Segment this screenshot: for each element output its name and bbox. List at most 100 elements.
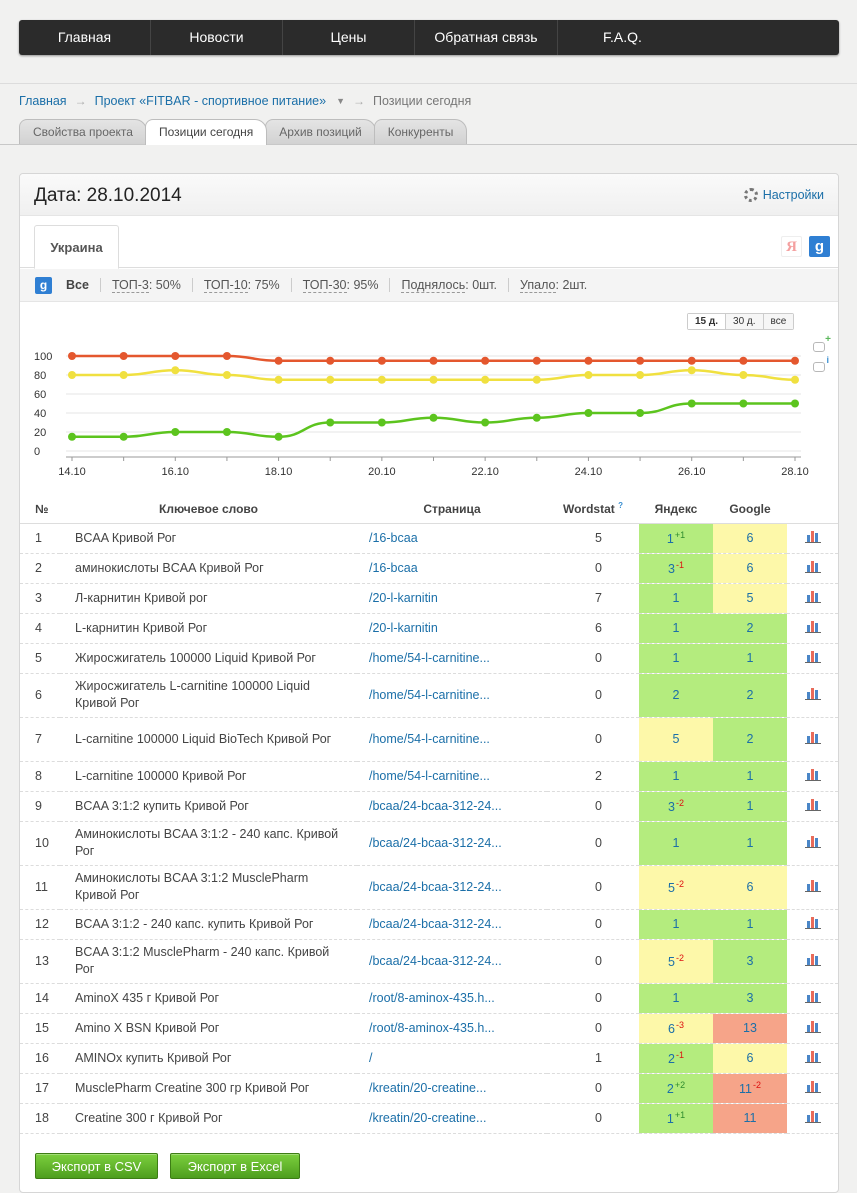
row-yandex-position[interactable]: 1 — [639, 909, 713, 940]
tab-project-properties[interactable]: Свойства проекта — [19, 119, 147, 144]
row-chart-button[interactable] — [787, 791, 838, 822]
row-google-position[interactable]: 13 — [713, 1013, 787, 1044]
row-google-position[interactable]: 11-2 — [713, 1073, 787, 1104]
comment-info-icon[interactable] — [813, 355, 829, 372]
row-google-position[interactable]: 1 — [713, 821, 787, 866]
tab-positions-today[interactable]: Позиции сегодня — [144, 119, 268, 145]
row-page-link[interactable]: /home/54-l-carnitine... — [369, 651, 490, 665]
row-google-position[interactable]: 3 — [713, 983, 787, 1014]
row-chart-button[interactable] — [787, 523, 838, 554]
row-yandex-position[interactable]: 1+1 — [639, 523, 713, 554]
help-icon[interactable]: ? — [618, 501, 623, 511]
row-page-link[interactable]: /20-l-karnitin — [369, 621, 438, 635]
row-yandex-position[interactable]: 2-1 — [639, 1043, 713, 1074]
period-30-days[interactable]: 30 д. — [726, 314, 764, 329]
row-chart-button[interactable] — [787, 1103, 838, 1134]
nav-news[interactable]: Новости — [151, 20, 283, 55]
row-yandex-position[interactable]: 1 — [639, 643, 713, 674]
row-yandex-position[interactable]: 5 — [639, 717, 713, 762]
row-page-link[interactable]: /bcaa/24-bcaa-312-24... — [369, 880, 502, 894]
breadcrumb-project-link[interactable]: Проект «FITBAR - спортивное питание» — [94, 94, 327, 108]
row-page-link[interactable]: /root/8-aminox-435.h... — [369, 1021, 495, 1035]
row-google-position[interactable]: 1 — [713, 909, 787, 940]
row-google-position[interactable]: 6 — [713, 553, 787, 584]
row-google-position[interactable]: 3 — [713, 939, 787, 984]
row-yandex-position[interactable]: 1 — [639, 761, 713, 792]
stat-up[interactable]: Поднялось: 0шт. — [390, 278, 509, 293]
stat-top3[interactable]: ТОП-3: 50% — [101, 278, 193, 293]
row-page-link[interactable]: /20-l-karnitin — [369, 591, 438, 605]
row-google-position[interactable]: 1 — [713, 761, 787, 792]
row-chart-button[interactable] — [787, 673, 838, 718]
row-chart-button[interactable] — [787, 761, 838, 792]
row-google-position[interactable]: 2 — [713, 673, 787, 718]
chevron-down-icon[interactable]: ▼ — [336, 96, 346, 106]
row-page-link[interactable]: / — [369, 1051, 373, 1065]
nav-feedback[interactable]: Обратная связь — [415, 20, 558, 55]
row-page-link[interactable]: /home/54-l-carnitine... — [369, 688, 490, 702]
row-yandex-position[interactable]: 1 — [639, 983, 713, 1014]
stat-down[interactable]: Упало: 2шт. — [509, 278, 598, 293]
nav-faq[interactable]: F.A.Q. — [603, 29, 642, 45]
row-page-link[interactable]: /16-bcaa — [369, 531, 418, 545]
row-google-position[interactable]: 1 — [713, 791, 787, 822]
row-yandex-position[interactable]: 1 — [639, 583, 713, 614]
row-chart-button[interactable] — [787, 613, 838, 644]
row-page-link[interactable]: /16-bcaa — [369, 561, 418, 575]
row-google-position[interactable]: 6 — [713, 865, 787, 910]
row-google-position[interactable]: 11 — [713, 1103, 787, 1134]
stat-top30[interactable]: ТОП-30: 95% — [292, 278, 391, 293]
settings-link[interactable]: Настройки — [743, 188, 824, 202]
row-yandex-position[interactable]: 1 — [639, 821, 713, 866]
row-chart-button[interactable] — [787, 821, 838, 866]
add-comment-icon[interactable] — [813, 334, 831, 352]
google-icon[interactable]: g — [809, 236, 830, 257]
row-yandex-position[interactable]: 2 — [639, 673, 713, 718]
breadcrumb-home-link[interactable]: Главная — [19, 94, 67, 108]
tab-region-ukraine[interactable]: Украина — [34, 225, 119, 269]
row-page-link[interactable]: /bcaa/24-bcaa-312-24... — [369, 954, 502, 968]
row-chart-button[interactable] — [787, 643, 838, 674]
row-page-link[interactable]: /home/54-l-carnitine... — [369, 732, 490, 746]
row-google-position[interactable]: 1 — [713, 643, 787, 674]
row-chart-button[interactable] — [787, 1073, 838, 1104]
export-excel-button[interactable]: Экспорт в Excel — [170, 1153, 300, 1179]
yandex-icon[interactable]: Я — [781, 236, 802, 257]
row-chart-button[interactable] — [787, 1013, 838, 1044]
row-page-link[interactable]: /bcaa/24-bcaa-312-24... — [369, 836, 502, 850]
row-page-link[interactable]: /bcaa/24-bcaa-312-24... — [369, 917, 502, 931]
row-chart-button[interactable] — [787, 909, 838, 940]
row-yandex-position[interactable]: 2+2 — [639, 1073, 713, 1104]
row-google-position[interactable]: 6 — [713, 1043, 787, 1074]
row-yandex-position[interactable]: 3-1 — [639, 553, 713, 584]
tab-positions-archive[interactable]: Архив позиций — [265, 119, 376, 144]
export-csv-button[interactable]: Экспорт в CSV — [35, 1153, 158, 1179]
tab-competitors[interactable]: Конкуренты — [373, 119, 468, 144]
nav-prices[interactable]: Цены — [283, 20, 415, 55]
row-page-link[interactable]: /kreatin/20-creatine... — [369, 1111, 487, 1125]
row-chart-button[interactable] — [787, 865, 838, 910]
row-yandex-position[interactable]: 6-3 — [639, 1013, 713, 1044]
row-yandex-position[interactable]: 3-2 — [639, 791, 713, 822]
row-chart-button[interactable] — [787, 1043, 838, 1074]
row-page-link[interactable]: /kreatin/20-creatine... — [369, 1081, 487, 1095]
nav-home[interactable]: Главная — [19, 20, 151, 55]
stat-all[interactable]: Все — [52, 278, 101, 292]
row-yandex-position[interactable]: 1 — [639, 613, 713, 644]
row-google-position[interactable]: 5 — [713, 583, 787, 614]
row-google-position[interactable]: 6 — [713, 523, 787, 554]
row-page-link[interactable]: /bcaa/24-bcaa-312-24... — [369, 799, 502, 813]
row-chart-button[interactable] — [787, 583, 838, 614]
row-yandex-position[interactable]: 5-2 — [639, 939, 713, 984]
period-all[interactable]: все — [763, 314, 794, 329]
row-page-link[interactable]: /home/54-l-carnitine... — [369, 769, 490, 783]
row-google-position[interactable]: 2 — [713, 717, 787, 762]
row-yandex-position[interactable]: 1+1 — [639, 1103, 713, 1134]
row-page-link[interactable]: /root/8-aminox-435.h... — [369, 991, 495, 1005]
period-15-days[interactable]: 15 д. — [688, 314, 727, 329]
stat-top10[interactable]: ТОП-10: 75% — [193, 278, 292, 293]
row-chart-button[interactable] — [787, 939, 838, 984]
row-chart-button[interactable] — [787, 717, 838, 762]
row-chart-button[interactable] — [787, 553, 838, 584]
row-yandex-position[interactable]: 5-2 — [639, 865, 713, 910]
